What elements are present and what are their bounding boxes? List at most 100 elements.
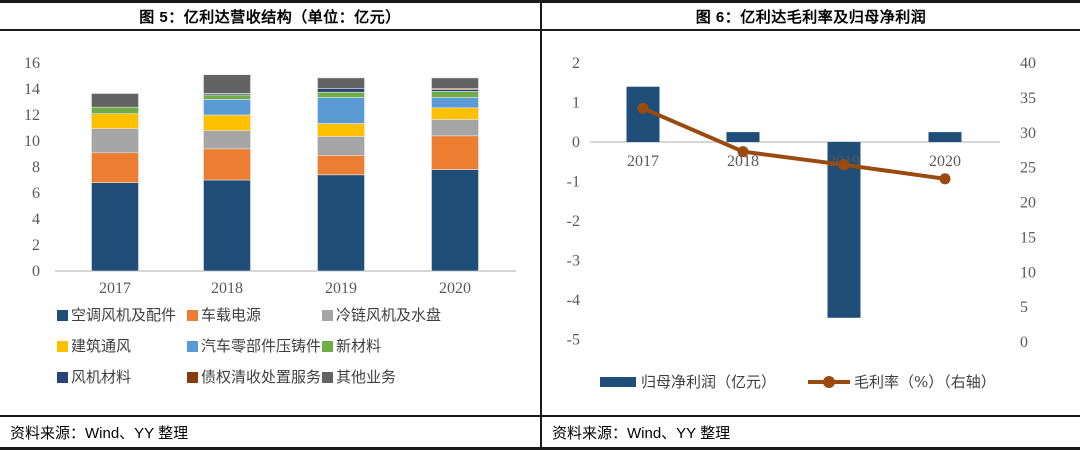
- line-dot-swatch: [808, 375, 851, 388]
- bar-segment: [431, 169, 479, 272]
- bar-swatch: [600, 376, 636, 387]
- legend-item: 冷链风机及水盘: [322, 305, 540, 325]
- bar-segment: [317, 91, 365, 98]
- y-axis-tick: 10: [24, 133, 40, 150]
- y-axis-tick: 8: [32, 159, 40, 176]
- right-axis-tick: 5: [1020, 299, 1028, 316]
- legend-item: 债权清收处置服务: [187, 367, 322, 387]
- right-axis-tick: 25: [1020, 160, 1036, 177]
- right-axis-tick: 15: [1020, 229, 1036, 246]
- chart6-area: 210-1-2-3-4-5051015202530354020172018201…: [542, 31, 1080, 415]
- legend-swatch: [322, 340, 333, 352]
- y-axis-tick: 16: [24, 55, 40, 72]
- combo-bar-line-chart: 210-1-2-3-4-5051015202530354020172018201…: [567, 55, 1036, 351]
- net-profit-bar: [827, 142, 861, 318]
- bar-segment: [91, 93, 139, 108]
- category-label: 2017: [99, 280, 131, 297]
- right-axis-tick: 20: [1020, 195, 1036, 212]
- bar-segment: [431, 97, 479, 109]
- gross-margin-point: [939, 173, 951, 185]
- right-axis-tick: 40: [1020, 55, 1036, 72]
- right-axis-tick: 30: [1020, 125, 1036, 142]
- bar-segment: [431, 135, 479, 170]
- legend-item: 建筑通风: [57, 336, 187, 356]
- bar-segment: [203, 74, 251, 94]
- panel-revenue-structure: 图 5：亿利达营收结构（单位：亿元） 0 2 4 6 8 10 12 14 16 2017 2018…: [0, 0, 540, 450]
- legend-swatch: [187, 371, 198, 383]
- left-axis-tick: -2: [567, 213, 580, 230]
- bar-segment: [203, 179, 251, 272]
- left-axis-tick: -5: [567, 332, 580, 349]
- chart5-area: 0 2 4 6 8 10 12 14 16 2017 2018 2019 2020 空调风机及配件 车载电…: [0, 31, 540, 415]
- right-axis-tick: 35: [1020, 90, 1036, 107]
- legend-item: 空调风机及配件: [57, 305, 187, 325]
- left-axis-tick: 0: [572, 134, 580, 151]
- y-axis-tick: 0: [32, 263, 40, 280]
- legend-item: 新材料: [322, 336, 540, 356]
- gross-margin-point: [737, 146, 749, 158]
- legend-item-gross-margin: 毛利率（%）（右轴）: [808, 371, 996, 392]
- chart6-source: 资料来源：Wind、YY 整理: [542, 415, 1080, 450]
- bar-segment: [317, 136, 365, 156]
- left-axis-tick: 2: [572, 55, 580, 72]
- legend-swatch: [322, 371, 333, 383]
- legend-label: 冷链风机及水盘: [336, 306, 442, 324]
- bar-segment: [91, 152, 139, 183]
- bar-segment: [431, 119, 479, 137]
- chart6-title: 图 6：亿利达毛利率及归母净利润: [542, 0, 1080, 31]
- legend-item: 汽车零部件压铸件: [187, 336, 322, 356]
- bar-segment: [317, 87, 365, 93]
- y-axis-tick: 4: [32, 211, 40, 228]
- y-axis-tick: 2: [32, 237, 40, 254]
- y-axis-tick: 6: [32, 185, 40, 202]
- legend-label: 其他业务: [336, 368, 397, 386]
- left-axis-tick: -4: [567, 292, 580, 309]
- legend-swatch: [57, 309, 68, 321]
- y-axis-tick: 12: [24, 107, 40, 124]
- legend-item: 风机材料: [57, 367, 187, 387]
- chart5-legend: 空调风机及配件 车载电源 冷链风机及水盘建筑通风 汽车零部件压铸件 新材料风机材料 债权清…: [57, 305, 540, 387]
- bar-segment: [317, 77, 365, 89]
- bar-segment: [91, 182, 139, 272]
- bar-segment: [203, 94, 251, 100]
- bar-segment: [431, 77, 479, 89]
- bar-segment: [431, 107, 479, 120]
- bar-segment: [203, 114, 251, 131]
- gross-margin-point: [838, 159, 850, 171]
- legend-label: 空调风机及配件: [71, 306, 177, 324]
- right-axis-tick: 10: [1020, 264, 1036, 281]
- left-axis-tick: -1: [567, 174, 580, 191]
- bar-segment: [317, 174, 365, 272]
- bar-segment: [203, 148, 251, 181]
- legend-label: 建筑通风: [71, 337, 132, 355]
- legend-label-net-profit: 归母净利润（亿元）: [641, 373, 777, 391]
- legend-label-gross-margin: 毛利率（%）（右轴）: [854, 373, 996, 391]
- gross-margin-point: [637, 102, 649, 114]
- gross-margin-line: [642, 106, 946, 181]
- bar-segment: [317, 97, 365, 124]
- legend-swatch: [187, 340, 198, 352]
- y-axis-tick: 14: [24, 81, 40, 98]
- bar-segment: [91, 128, 139, 154]
- bar-segment: [91, 113, 139, 129]
- legend-swatch: [322, 309, 333, 321]
- left-axis-tick: 1: [572, 95, 580, 112]
- legend-item: 其他业务: [322, 367, 540, 387]
- category-label: 2019: [325, 280, 357, 297]
- legend-swatch: [187, 309, 198, 321]
- legend-item: 车载电源: [187, 305, 322, 325]
- category-label: 2020: [929, 153, 961, 170]
- bar-segment: [203, 130, 251, 150]
- chart5-title: 图 5：亿利达营收结构（单位：亿元）: [0, 0, 540, 31]
- bar-segment: [91, 106, 139, 114]
- category-label: 2018: [211, 280, 243, 297]
- legend-label: 车载电源: [201, 306, 262, 324]
- chart6-legend: 归母净利润（亿元） 毛利率（%）（右轴）: [600, 371, 1080, 392]
- category-label: 2018: [727, 153, 759, 170]
- net-profit-bar: [928, 132, 962, 142]
- legend-item-net-profit: 归母净利润（亿元）: [600, 371, 776, 392]
- bar-segment: [431, 91, 479, 98]
- legend-label: 新材料: [336, 337, 382, 355]
- category-label: 2017: [627, 153, 659, 170]
